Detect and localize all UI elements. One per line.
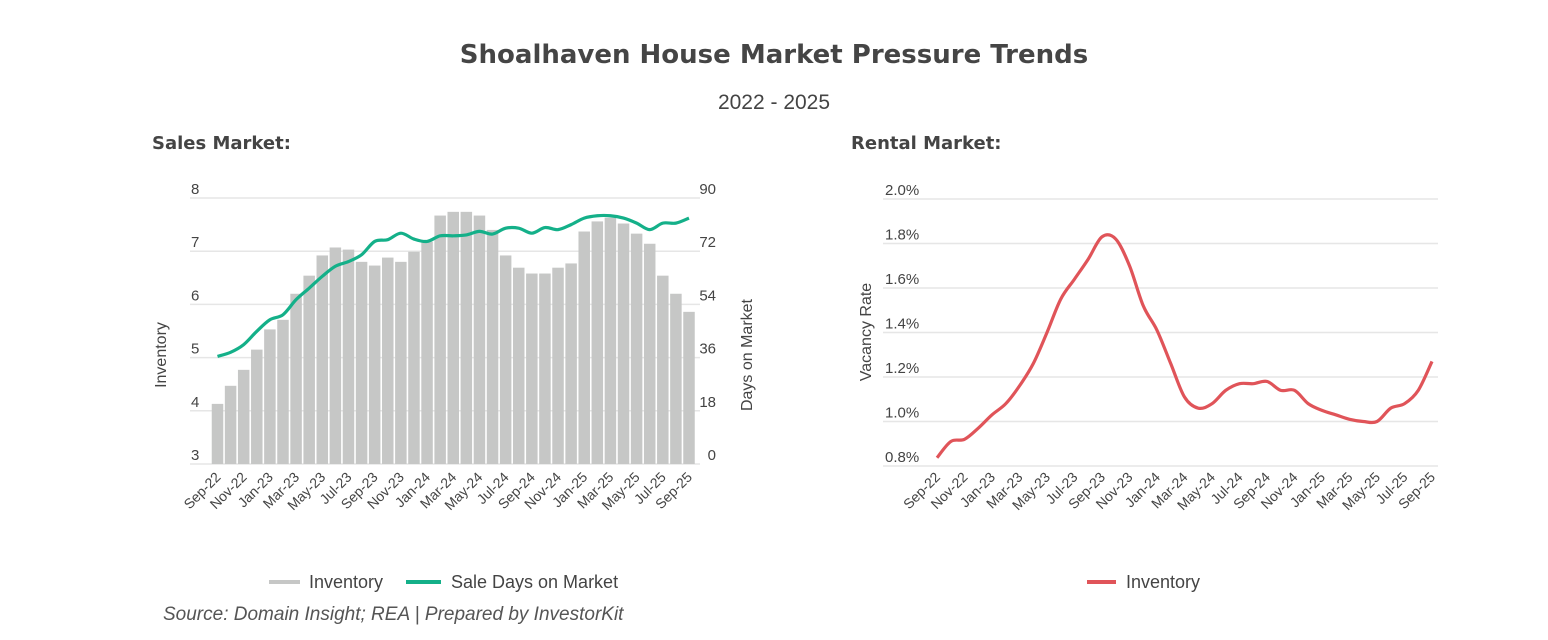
inventory-bar [683,311,695,464]
y-tick-label: 1.6% [885,271,919,288]
inventory-bar [382,257,394,464]
y-tick-label: 6 [191,287,199,304]
legend-days-label: Sale Days on Market [451,572,618,592]
inventory-bar [486,229,499,464]
y-tick-label: 3 [191,447,199,464]
source-note: Source: Domain Insight; REA | Prepared b… [163,604,624,625]
inventory-bar [224,385,237,464]
y-tick-label: 1.4% [885,316,919,333]
inventory-bar [539,273,551,464]
inventory-bar [565,263,577,464]
inventory-bar [604,217,617,464]
y2-tick-label: 18 [699,394,716,411]
chart-subtitle: 2022 - 2025 [717,91,831,114]
inventory-bar [499,255,512,464]
inventory-bar [617,223,630,464]
inventory-bar [211,403,224,464]
vacancy-rate-line [935,233,1434,459]
inventory-bar [329,247,342,464]
chart-title: Shoalhaven House Market Pressure Trends [459,40,1089,70]
y-tick-label: 0.8% [885,449,919,466]
y-tick-label: 1.8% [885,227,919,244]
inventory-bar [630,233,643,464]
inventory-bar [552,267,564,464]
inventory-bar [657,275,669,464]
y-axis-label: Inventory [153,322,170,388]
inventory-bar [578,231,590,464]
y2-tick-label: 0 [708,447,716,464]
inventory-bar [316,255,329,464]
inventory-bar [277,319,289,464]
inventory-bar [434,215,446,464]
inventory-bar [526,273,538,464]
y2-tick-label: 90 [699,181,716,198]
legend-inventory-label: Inventory [309,572,383,592]
inventory-bar [264,329,276,464]
inventory-bar [591,221,604,464]
y-tick-label: 5 [191,341,199,358]
inventory-bar [368,265,381,464]
inventory-bar [670,293,682,464]
inventory-bar [355,261,368,464]
days-on-market-line [217,213,690,358]
inventory-bar [421,241,433,464]
inventory-bar [447,211,459,464]
y-tick-label: 1.2% [885,360,919,377]
rental-market-heading: Rental Market: [851,133,1002,154]
inventory-bar [237,369,250,464]
y-tick-label: 8 [191,181,199,198]
y-axis-label: Vacancy Rate [858,283,875,382]
y-tick-label: 2.0% [885,182,919,199]
legend-vacancy-label: Inventory [1126,572,1200,592]
y2-axis-label: Days on Market [739,298,756,411]
inventory-bar [303,275,315,464]
inventory-bar [408,251,420,464]
inventory-bar [251,349,263,464]
y2-tick-label: 72 [699,234,716,251]
y2-tick-label: 54 [699,287,716,304]
inventory-bar [342,249,355,464]
inventory-bar [460,211,473,464]
y-tick-label: 1.0% [885,405,919,422]
y-tick-label: 4 [191,394,199,411]
inventory-bar [473,215,486,464]
y2-tick-label: 36 [699,341,716,358]
inventory-bar [395,261,407,464]
inventory-bar [643,243,656,464]
inventory-bar [512,267,525,464]
inventory-bar [290,293,302,464]
y-tick-label: 7 [191,234,199,251]
sales-market-heading: Sales Market: [152,133,291,154]
